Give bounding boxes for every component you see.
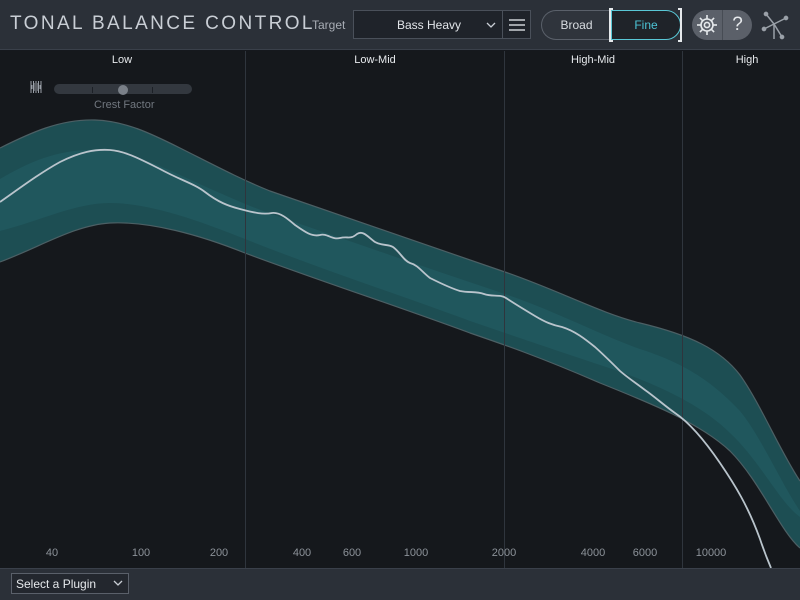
- frequency-label: 4000: [580, 547, 606, 559]
- frequency-label: 40: [45, 547, 59, 559]
- crest-factor-knob[interactable]: [118, 85, 128, 95]
- target-range-upper-edge: [0, 119, 800, 482]
- question-mark-icon: ?: [732, 14, 743, 35]
- frequency-label: 1000: [403, 547, 429, 559]
- wide-waveform-icon: [30, 81, 42, 93]
- plugin-select-label: Select a Plugin: [16, 577, 97, 591]
- band-label-high-mid: High-Mid: [570, 54, 616, 66]
- frequency-label: 6000: [632, 547, 658, 559]
- focus-bracket-right: [678, 8, 682, 42]
- izotope-logo-icon: [761, 11, 789, 40]
- frequency-label: 600: [342, 547, 362, 559]
- band-label-low-mid: Low-Mid: [354, 54, 396, 66]
- crest-factor-track[interactable]: [54, 84, 192, 95]
- gear-icon: [697, 15, 717, 35]
- tonal-balance-plot: Low Low-Mid High-Mid High 40 100 200 400…: [0, 51, 800, 568]
- chevron-down-icon: [113, 580, 123, 586]
- footer-bar: Select a Plugin: [0, 568, 800, 600]
- frequency-label: 10000: [695, 547, 727, 559]
- broad-view-button[interactable]: Broad: [541, 10, 611, 40]
- header-bar: TONAL BALANCE CONTROL Target Bass Heavy …: [0, 0, 800, 50]
- target-range-core: [0, 149, 800, 517]
- target-range-lower-edge: [0, 222, 800, 549]
- spectrum-curve: [0, 148, 772, 568]
- target-dropdown-value: Bass Heavy: [396, 18, 462, 32]
- chevron-down-icon: [486, 22, 496, 28]
- frequency-label: 400: [292, 547, 312, 559]
- plugin-select-dropdown[interactable]: Select a Plugin: [11, 573, 129, 594]
- focus-bracket-left: [609, 8, 613, 42]
- app-title: TONAL BALANCE CONTROL: [10, 13, 315, 34]
- fine-view-button[interactable]: Fine: [611, 10, 681, 40]
- crest-factor-slider[interactable]: Crest Factor: [30, 81, 215, 111]
- crest-factor-tick: [92, 87, 93, 93]
- band-label-low: Low: [111, 54, 133, 66]
- hamburger-menu-icon: [509, 19, 525, 31]
- band-label-high: High: [735, 54, 759, 66]
- frequency-label: 2000: [491, 547, 517, 559]
- frequency-label: 100: [131, 547, 151, 559]
- target-menu-button[interactable]: [502, 10, 531, 39]
- crest-factor-tick: [152, 87, 153, 93]
- settings-button[interactable]: [692, 10, 722, 40]
- target-label: Target: [312, 18, 346, 32]
- target-range-band: [0, 119, 800, 549]
- frequency-label: 200: [209, 547, 229, 559]
- crest-factor-label: Crest Factor: [94, 99, 155, 111]
- tonal-balance-graph: [0, 51, 800, 568]
- target-dropdown[interactable]: Bass Heavy: [353, 10, 503, 39]
- help-button[interactable]: ?: [722, 10, 752, 40]
